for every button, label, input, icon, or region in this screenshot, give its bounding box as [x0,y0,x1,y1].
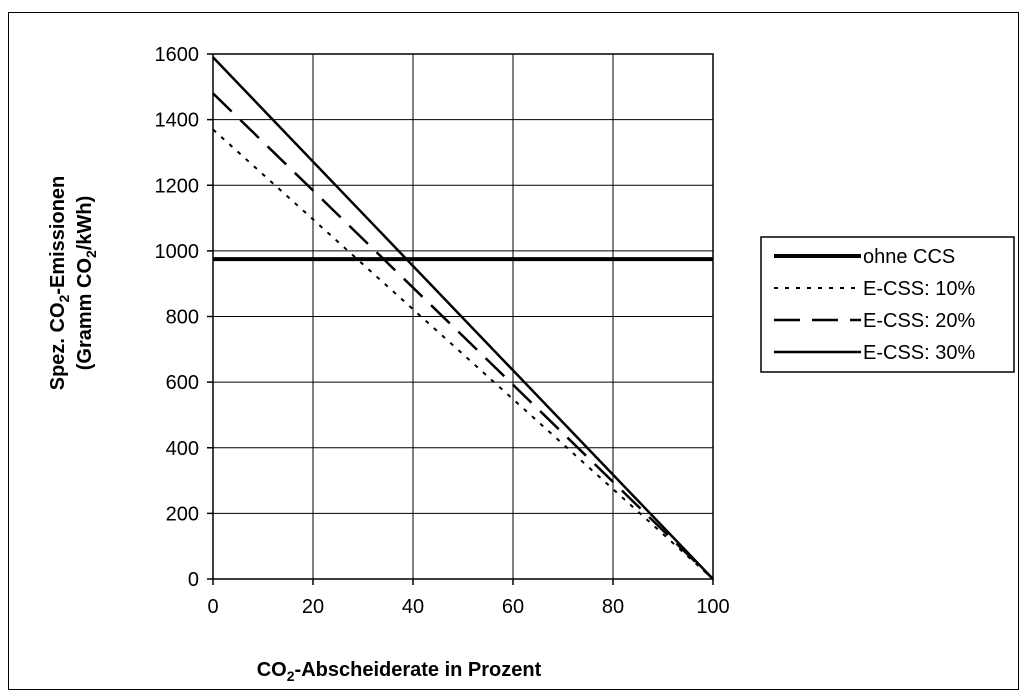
x-tick-label-5: 100 [696,596,729,618]
y-tick-label-3: 600 [166,372,199,394]
x-tick-label-0: 0 [207,596,218,618]
x-tick-label-4: 80 [602,596,624,618]
legend-label-2: E-CSS: 20% [863,310,975,332]
y-tick-label-0: 0 [188,569,199,591]
y-tick-label-7: 1400 [155,110,200,132]
x-tick-label-3: 60 [502,596,524,618]
y-tick-label-2: 400 [166,438,199,460]
co2-emissions-chart: 0 200 400 600 800 1000 1200 1400 1600 0 20 40 60 80 1… [47,44,1015,684]
y-tick-label-6: 1200 [155,175,200,197]
legend-label-1: E-CSS: 10% [863,278,975,300]
x-tick-label-1: 20 [302,596,324,618]
legend-box [760,236,1015,373]
y-axis-title-line-2: (Gramm CO2/kWh) [74,196,99,370]
plot-area-border [212,53,714,580]
x-axis-title: CO2-Abscheiderate in Prozent [257,659,542,684]
y-tick-label-8: 1600 [155,44,200,66]
series-layer [212,56,714,580]
legend-label-0: ohne CCS [863,246,955,268]
y-tick-label-1: 200 [166,503,199,525]
x-tick-labels: 0 20 40 60 80 100 [207,596,729,618]
series-line-3 [212,56,714,580]
chart-frame: 0 200 400 600 800 1000 1200 1400 1600 0 20 40 60 80 1… [8,12,1019,690]
series-line-1 [212,128,714,580]
series-line-2 [212,92,714,580]
x-tick-label-2: 40 [402,596,424,618]
y-tick-label-5: 1000 [155,241,200,263]
legend-label-3: E-CSS: 30% [863,342,975,364]
legend: ohne CCS E-CSS: 10% E-CSS: 20% E-CSS: 30% [760,236,1015,373]
y-axis-title-line-1: Spez. CO2-Emissionen [47,176,72,391]
y-tick-label-4: 800 [166,307,199,329]
y-tick-labels: 0 200 400 600 800 1000 1200 1400 1600 [155,44,200,591]
